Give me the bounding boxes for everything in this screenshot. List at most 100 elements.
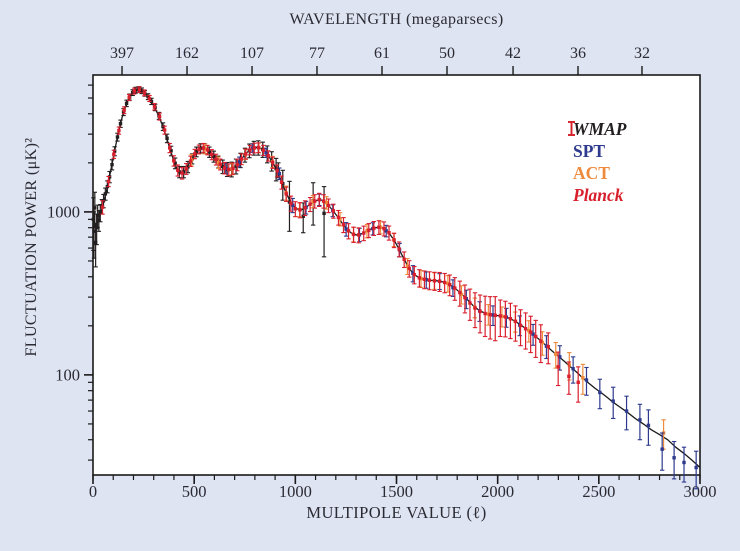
spt-data-point (424, 277, 428, 282)
planck-data-point (303, 206, 307, 210)
act-data-point (446, 281, 450, 286)
wmap-data-point (118, 121, 123, 126)
planck-data-point (180, 171, 184, 175)
wmap-data-point (95, 213, 100, 218)
y-axis: 100 1000 (47, 84, 93, 461)
wmap-data-point (92, 229, 96, 234)
planck-data-point (197, 147, 201, 152)
wmap-data-point (146, 94, 150, 99)
bottom-axis: 0 500 1000 1500 2000 2500 3000 (89, 475, 717, 501)
planck-data-point (534, 334, 538, 339)
planck-data-point (346, 229, 351, 233)
x-axis-tick-label: 500 (182, 482, 207, 501)
planck-data-point (392, 238, 396, 242)
spt-data-point (544, 344, 549, 348)
top-axis-tick-label: 61 (374, 45, 390, 62)
planck-data-point (453, 286, 457, 290)
wmap-data-point (212, 154, 216, 159)
planck-data-point (239, 157, 244, 161)
top-axis-tick-label: 77 (309, 45, 325, 62)
wmap-data-point (301, 214, 305, 218)
planck-data-point (201, 146, 205, 150)
planck-data-point (341, 222, 346, 227)
planck-data-point (218, 162, 222, 166)
act-data-point (554, 352, 558, 356)
planck-data-point (432, 279, 437, 283)
planck-data-point (157, 114, 162, 119)
planck-data-point (367, 228, 371, 232)
spt-data-point (571, 367, 575, 371)
planck-data-point (293, 207, 298, 211)
planck-data-point (266, 154, 270, 158)
planck-data-point (493, 313, 497, 318)
planck-data-point (106, 179, 111, 184)
planck-data-point (244, 152, 248, 156)
top-axis: 397 162 107 77 61 50 42 36 32 (110, 45, 650, 75)
planck-data-point (289, 201, 293, 205)
planck-data-point (397, 247, 401, 251)
planck-data-point (387, 231, 391, 235)
wmap-data-point (91, 217, 96, 222)
planck-data-point (556, 365, 560, 369)
planck-data-point (356, 233, 361, 237)
planck-data-point (162, 128, 167, 132)
planck-data-point (313, 199, 317, 203)
planck-data-point (227, 167, 231, 172)
wmap-data-point (322, 211, 326, 216)
planck-data-point (172, 159, 176, 163)
planck-data-point (567, 374, 571, 379)
wmap-data-point (140, 89, 144, 93)
x-axis-tick-label: 3000 (684, 482, 717, 501)
act-data-point (365, 229, 369, 233)
planck-data-point (127, 95, 131, 100)
act-data-point (405, 264, 410, 268)
act-data-point (216, 160, 221, 165)
planck-data-point (478, 309, 482, 314)
planck-data-point (528, 330, 533, 334)
planck-data-point (252, 146, 256, 150)
planck-data-point (448, 282, 452, 287)
planck-data-point (231, 166, 235, 171)
planck-data-point (176, 168, 180, 173)
planck-data-point (167, 146, 172, 150)
planck-data-point (483, 311, 487, 316)
planck-data-point (382, 226, 386, 231)
top-axis-tick-label: 32 (634, 45, 650, 62)
planck-data-point (117, 128, 121, 133)
spt-data-point (451, 285, 455, 290)
planck-data-point (248, 148, 252, 152)
y-axis-tick-label: 1000 (47, 202, 80, 221)
wmap-data-point (115, 135, 120, 139)
x-axis-tick-label: 1500 (380, 482, 413, 501)
wmap-data-point (98, 210, 102, 215)
planck-data-point (407, 266, 411, 271)
planck-data-point (473, 306, 477, 310)
top-axis-tick-label: 107 (240, 45, 264, 62)
top-axis-tick-label: 162 (175, 45, 199, 62)
y-axis-title: FLUCTUATION POWER (μK)² (23, 137, 40, 357)
planck-data-point (122, 108, 126, 112)
planck-data-point (503, 315, 508, 319)
legend-label-wmap: WMAP (573, 118, 627, 139)
planck-data-point (317, 197, 321, 202)
legend-label-planck: Planck (573, 184, 624, 205)
planck-data-point (214, 157, 218, 162)
planck-data-point (351, 232, 356, 237)
spt-data-point (491, 313, 495, 317)
spt-data-point (384, 229, 388, 233)
spt-data-point (237, 160, 241, 164)
planck-data-point (100, 205, 105, 209)
planck-data-point (137, 87, 142, 92)
x-axis-tick-label: 0 (89, 482, 97, 501)
spt-data-point (531, 332, 535, 336)
planck-data-point (442, 280, 447, 285)
spt-data-point (660, 447, 664, 451)
wmap-data-point (103, 192, 108, 196)
spt-data-point (598, 390, 602, 395)
planck-data-point (422, 277, 427, 281)
wmap-data-point (93, 206, 97, 210)
spt-data-point (638, 418, 642, 422)
spt-data-point (611, 399, 615, 403)
wmap-data-point (93, 240, 98, 245)
